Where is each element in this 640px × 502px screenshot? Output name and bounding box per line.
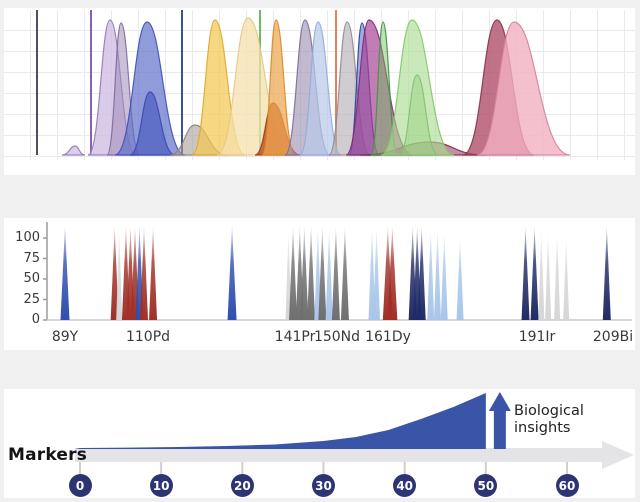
y-tick-label-0: 0 — [31, 312, 40, 327]
y-tick-label-75: 75 — [23, 250, 40, 266]
timeline-badge-10: 10 — [149, 474, 173, 497]
biological-insights-label: Biological insights — [514, 403, 584, 436]
isotope-label-191Ir: 191Ir — [518, 329, 556, 345]
y-tick-label-25: 25 — [23, 291, 40, 307]
timeline-badge-30: 30 — [312, 474, 335, 497]
timeline-badge-60: 60 — [555, 474, 579, 497]
timeline-badge-20: 20 — [230, 474, 254, 497]
isotope-label-89Y: 89Y — [51, 329, 79, 345]
isotope-label-110Pd: 110Pd — [125, 329, 171, 345]
isotope-label-141Pr: 141Pr — [274, 329, 316, 345]
isotope-label-209Bi: 209Bi — [592, 329, 634, 345]
spectral-overlap-panel — [4, 8, 635, 175]
isotope-label-161Dy: 161Dy — [365, 329, 411, 345]
y-tick-label-100: 100 — [15, 230, 40, 245]
timeline-badge-50: 50 — [474, 474, 498, 497]
isotope-label-150Nd: 150Nd — [313, 329, 361, 345]
timeline-badge-0: 0 — [68, 474, 92, 497]
y-tick-label-50: 50 — [23, 271, 40, 286]
timeline-badge-40: 40 — [393, 474, 417, 497]
plot-grid — [4, 10, 635, 160]
markers-label: Markers — [8, 445, 88, 465]
